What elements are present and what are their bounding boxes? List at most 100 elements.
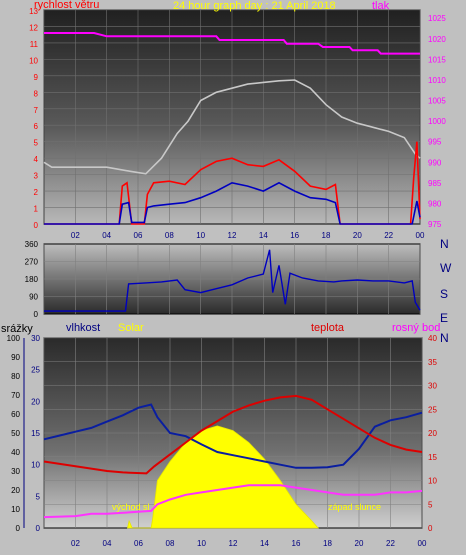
wind-speed-tick: 7 [34, 106, 39, 115]
pressure-tick: 1000 [428, 117, 446, 126]
rain-tick: 10 [11, 505, 20, 514]
pressure-tick: 995 [428, 138, 442, 147]
temperature-tick: 25 [428, 405, 437, 414]
direction-tick: 0 [34, 310, 39, 319]
time-tick: 08 [165, 231, 174, 240]
time-tick: 04 [103, 539, 112, 548]
wind-speed-tick: 5 [34, 139, 39, 148]
humidity-tick: 25 [31, 366, 40, 375]
temperature-tick: 0 [428, 524, 433, 533]
pressure-tick: 1015 [428, 55, 446, 64]
rain-tick: 90 [11, 353, 20, 362]
humidity-tick: 30 [31, 334, 40, 343]
rain-tick: 60 [11, 410, 20, 419]
wind-speed-tick: 10 [29, 56, 38, 65]
solar-area [126, 425, 319, 529]
sunset-annotation: západ slunce [328, 502, 381, 512]
time-tick: 10 [197, 539, 206, 548]
wind-speed-tick: 12 [29, 23, 38, 32]
rain-tick: 100 [7, 334, 21, 343]
time-tick: 20 [353, 231, 362, 240]
bottom-time-axis: 02 04 06 08 10 12 14 16 18 20 22 00 [71, 539, 427, 548]
time-tick: 22 [384, 231, 393, 240]
time-tick: 04 [102, 231, 111, 240]
pressure-tick: 1005 [428, 97, 446, 106]
rain-tick: 50 [11, 429, 20, 438]
wind-direction-grid [43, 244, 421, 314]
temperature-tick: 20 [428, 429, 437, 438]
humidity-tick: 5 [36, 492, 41, 501]
top-time-axis: 02 04 06 08 10 12 14 16 18 20 22 00 [71, 231, 425, 240]
rain-tick: 20 [11, 486, 20, 495]
compass-w: W [440, 261, 452, 275]
pressure-tick: 980 [428, 199, 442, 208]
temperature-label: teplota [311, 322, 345, 334]
compass-s: S [440, 287, 448, 301]
compass-n: N [440, 237, 449, 251]
wind-speed-tick: 3 [34, 172, 39, 181]
rain-tick: 80 [11, 372, 20, 381]
direction-tick: 90 [29, 293, 38, 302]
humidity-tick: 20 [31, 397, 40, 406]
time-tick: 12 [228, 231, 237, 240]
wind-speed-tick: 4 [34, 155, 39, 164]
wind-direction-axis: 0 90 180 270 360 [25, 240, 39, 319]
direction-tick: 360 [25, 240, 39, 249]
wind-speed-tick: 8 [34, 89, 39, 98]
time-tick: 16 [290, 231, 299, 240]
dew-point-label: rosný bod [392, 322, 440, 334]
rain-tick: 0 [16, 524, 21, 533]
time-tick: 20 [355, 539, 364, 548]
time-tick: 22 [386, 539, 395, 548]
compass-n: N [440, 331, 449, 345]
temperature-tick: 30 [428, 382, 437, 391]
time-tick: 00 [416, 231, 425, 240]
temperature-tick: 15 [428, 453, 437, 462]
wind-speed-tick: 2 [34, 188, 39, 197]
temperature-tick: 40 [428, 334, 437, 343]
wind-speed-tick: 1 [34, 205, 39, 214]
rain-tick: 70 [11, 391, 20, 400]
rain-tick: 40 [11, 448, 20, 457]
time-tick: 10 [196, 231, 205, 240]
pressure-tick: 990 [428, 158, 442, 167]
pressure-tick: 985 [428, 179, 442, 188]
pressure-tick: 1010 [428, 76, 446, 85]
wind-direction-series [44, 249, 421, 312]
temperature-axis: 0 5 10 15 20 25 30 35 40 [428, 334, 437, 533]
temperature-tick: 35 [428, 358, 437, 367]
pressure-tick: 975 [428, 220, 442, 229]
time-tick: 12 [229, 539, 238, 548]
compass-e: E [440, 311, 448, 325]
wind-pressure-grid [43, 9, 421, 224]
time-tick: 18 [322, 231, 331, 240]
solar-label: Solar [118, 322, 144, 334]
humidity-tick: 0 [36, 524, 41, 533]
rain-label: srážky [1, 323, 33, 335]
pressure-label: tlak [372, 0, 390, 12]
temperature-tick: 10 [428, 477, 437, 486]
wind-pressure-series [43, 32, 421, 225]
wind-speed-tick: 11 [30, 40, 39, 49]
time-tick: 00 [418, 539, 427, 548]
rain-axis: 0 10 20 30 40 50 60 70 80 90 100 [7, 334, 25, 533]
rain-tick: 30 [11, 467, 20, 476]
time-tick: 08 [166, 539, 175, 548]
humidity-axis: 0 5 10 15 20 25 30 [31, 334, 40, 533]
wind-speed-tick: 0 [34, 221, 39, 230]
wind-speed-tick: 9 [34, 73, 39, 82]
pressure-axis: 975 980 985 990 995 1000 1005 1010 1015 1020 1025 [428, 14, 446, 229]
chart-title: 24 hour graph day : 21 April 2018 [173, 0, 336, 12]
humidity-tick: 10 [31, 461, 40, 470]
humidity-line [43, 403, 423, 469]
temperature-series [43, 394, 423, 529]
direction-tick: 270 [25, 258, 39, 267]
humidity-label: vlhkost [66, 322, 100, 334]
time-tick: 18 [323, 539, 332, 548]
humidity-tick: 15 [31, 429, 40, 438]
time-tick: 02 [71, 231, 80, 240]
